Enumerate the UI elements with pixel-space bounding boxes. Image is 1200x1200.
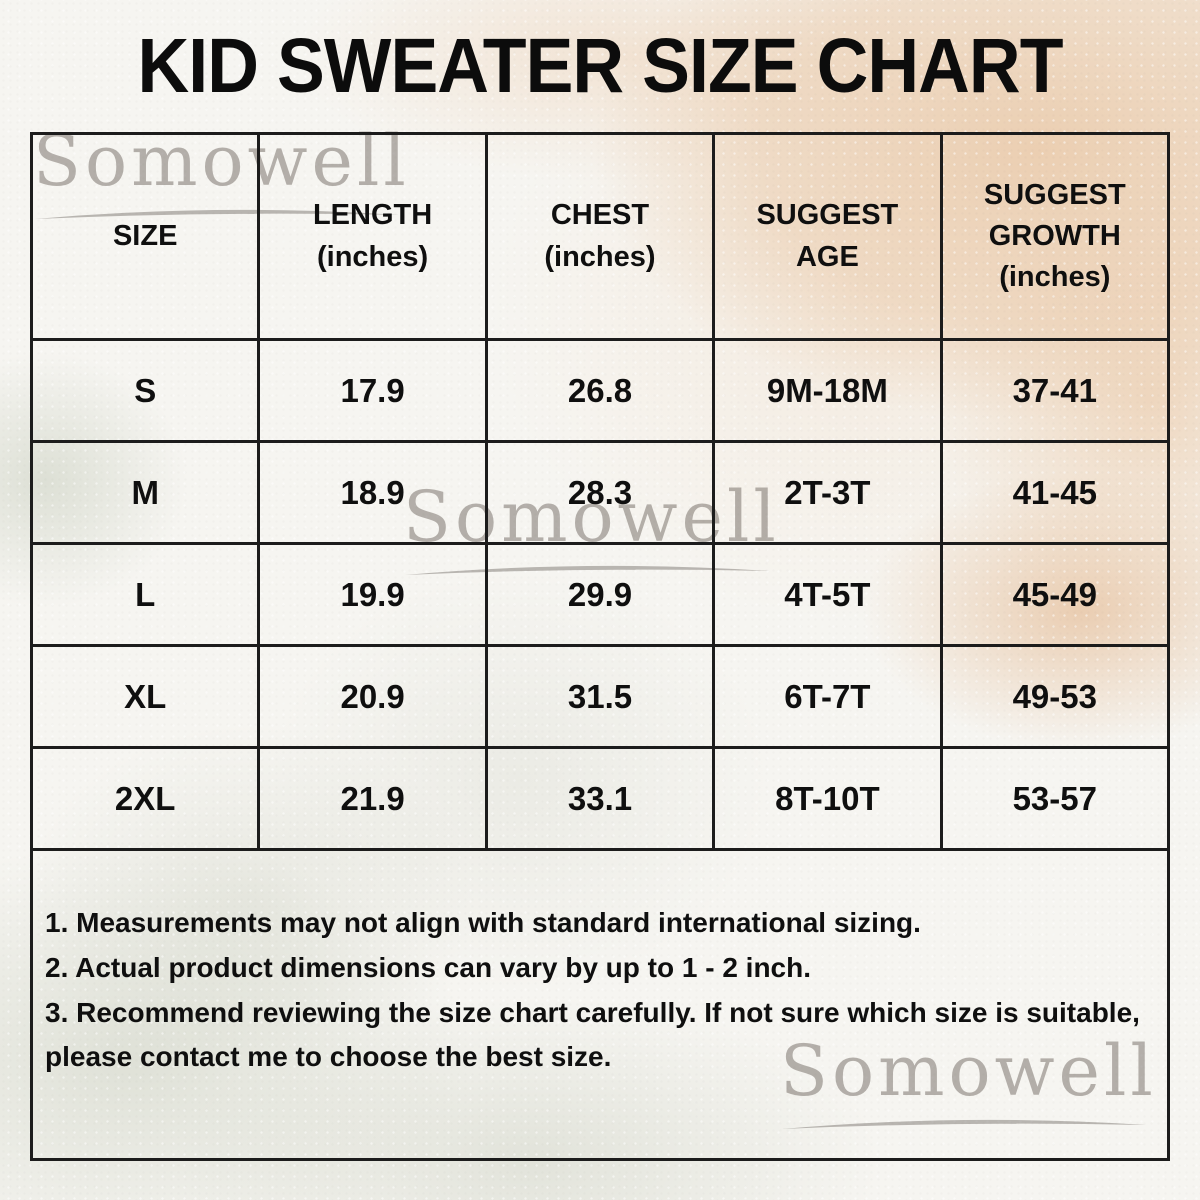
header-cell-length: LENGTH (inches): [257, 132, 488, 341]
cell-length: 19.9: [257, 542, 488, 647]
header-cell-chest: CHEST (inches): [484, 132, 716, 341]
table-row-s: S 17.9 26.8 9M-18M 37-41: [29, 338, 1171, 443]
cell-size: S: [29, 338, 261, 443]
table-row-l: L 19.9 29.9 4T-5T 45-49: [29, 542, 1171, 647]
cell-length: 21.9: [257, 746, 488, 851]
cell-size: M: [29, 440, 261, 545]
table-row-2xl: 2XL 21.9 33.1 8T-10T 53-57: [29, 746, 1171, 851]
cell-chest: 28.3: [484, 440, 716, 545]
cell-age: 4T-5T: [712, 542, 943, 647]
header-row: SIZE LENGTH (inches) CHEST (inches) SUGG…: [29, 132, 1171, 341]
cell-length: 20.9: [257, 644, 488, 749]
page-title: KID SWEATER SIZE CHART: [137, 23, 1063, 109]
note-1: 1. Measurements may not align with stand…: [45, 907, 921, 938]
cell-length: 18.9: [257, 440, 488, 545]
cell-growth: 45-49: [939, 542, 1171, 647]
cell-size: 2XL: [29, 746, 261, 851]
cell-age: 6T-7T: [712, 644, 943, 749]
note-2: 2. Actual product dimensions can vary by…: [45, 951, 812, 983]
note-3: 3. Recommend reviewing the size chart ca…: [45, 996, 1140, 1073]
header-cell-suggest-growth: SUGGEST GROWTH (inches): [939, 132, 1171, 341]
cell-age: 9M-18M: [712, 338, 943, 443]
table-row-xl: XL 20.9 31.5 6T-7T 49-53: [29, 644, 1171, 749]
cell-age: 8T-10T: [712, 746, 943, 851]
cell-growth: 37-41: [939, 338, 1171, 443]
table-row-m: M 18.9 28.3 2T-3T 41-45: [29, 440, 1171, 545]
cell-chest: 29.9: [484, 542, 716, 647]
notes-row: 1. Measurements may not align with stand…: [30, 848, 1170, 1161]
header-cell-size: SIZE: [29, 132, 261, 341]
cell-growth: 49-53: [939, 644, 1171, 749]
cell-age: 2T-3T: [712, 440, 943, 545]
size-chart-table: SIZE LENGTH (inches) CHEST (inches) SUGG…: [29, 132, 1171, 1161]
cell-growth: 53-57: [939, 746, 1171, 851]
cell-chest: 33.1: [484, 746, 716, 851]
cell-length: 17.9: [257, 338, 488, 443]
notes-cell: 1. Measurements may not align with stand…: [30, 848, 1170, 1161]
cell-growth: 41-45: [939, 440, 1171, 545]
cell-size: XL: [29, 644, 261, 749]
cell-chest: 31.5: [484, 644, 716, 749]
cell-size: L: [29, 542, 261, 647]
cell-chest: 26.8: [484, 338, 716, 443]
header-cell-suggest-age: SUGGEST AGE: [712, 132, 943, 341]
